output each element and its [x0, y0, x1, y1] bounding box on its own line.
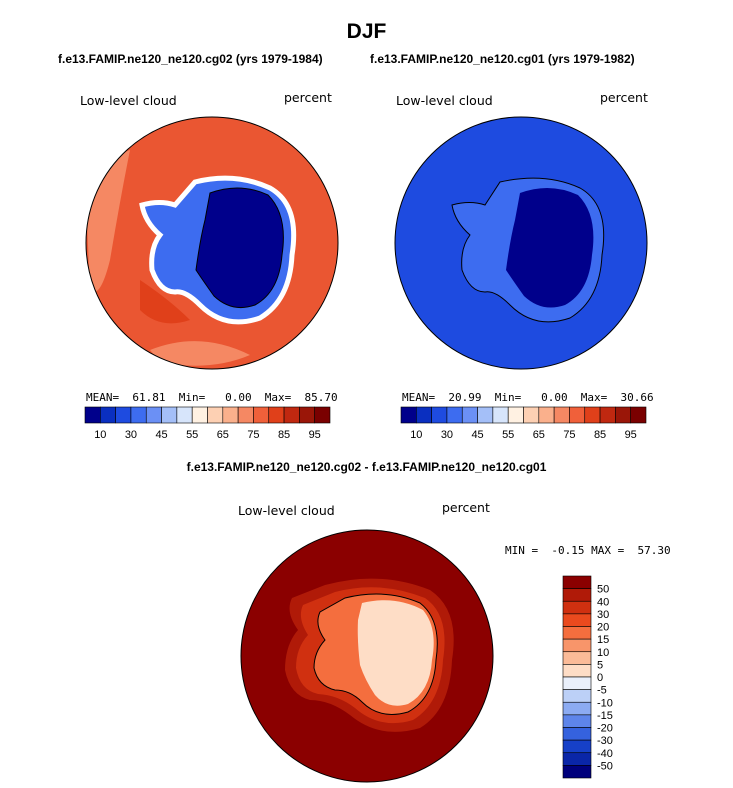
- colorbar-tick-label: 10: [597, 647, 609, 659]
- diff-stats: MIN = -0.15 MAX = 57.30: [505, 544, 671, 557]
- colorbar-tick-label: 55: [186, 429, 198, 441]
- diff-variable-label: Low-level cloud: [238, 503, 335, 518]
- colorbar-swatch: [562, 714, 592, 728]
- colorbar-swatch: [562, 727, 592, 741]
- right-variable-label: Low-level cloud: [396, 93, 493, 108]
- colorbar-tick-label: 15: [597, 634, 609, 646]
- colorbar-swatch: [562, 664, 592, 678]
- colorbar-tick-label: 85: [278, 429, 290, 441]
- colorbar-tick-label: 55: [502, 429, 514, 441]
- colorbar-swatch: [562, 651, 592, 665]
- diff-panel-subtitle: f.e13.FAMIP.ne120_ne120.cg02 - f.e13.FAM…: [186, 460, 547, 474]
- colorbar-tick-label: 75: [247, 429, 259, 441]
- right-units-label: percent: [600, 90, 648, 105]
- colorbar-tick-label: 75: [563, 429, 575, 441]
- colorbar-tick-label: 85: [594, 429, 606, 441]
- ocean-light-patch: [150, 341, 250, 366]
- colorbar-tick-label: -50: [597, 760, 613, 772]
- colorbar-swatch: [562, 676, 592, 690]
- colorbar-tick-label: 65: [533, 429, 545, 441]
- colorbar-tick-label: -10: [597, 697, 613, 709]
- colorbar-swatch: [562, 613, 592, 627]
- colorbar-swatch: [562, 701, 592, 716]
- colorbar-tick-label: -5: [597, 685, 607, 697]
- colorbar-tick-label: -30: [597, 735, 613, 747]
- ice-sheet-diff: [357, 600, 434, 706]
- colorbar-swatch: [562, 739, 592, 754]
- colorbar-tick-label: 95: [625, 429, 637, 441]
- colorbar-tick-label: 30: [597, 609, 609, 621]
- colorbar-tick-label: -20: [597, 723, 613, 735]
- colorbar-tick-label: 40: [597, 596, 609, 608]
- diff-units-label: percent: [442, 500, 490, 515]
- colorbar-tick-label: 65: [217, 429, 229, 441]
- colorbar-swatch: [562, 752, 592, 766]
- colorbar-swatch: [562, 638, 592, 653]
- colorbar-tick-label: 30: [441, 429, 453, 441]
- colorbar-swatch: [562, 575, 592, 589]
- left-units-label: percent: [284, 90, 332, 105]
- colorbar-tick-label: 0: [597, 672, 603, 684]
- right-panel-subtitle: f.e13.FAMIP.ne120_ne120.cg01 (yrs 1979-1…: [370, 52, 635, 66]
- colorbar-tick-label: -40: [597, 748, 613, 760]
- colorbar-tick-label: 45: [155, 429, 167, 441]
- colorbar-tick-label: 45: [471, 429, 483, 441]
- left-panel-subtitle: f.e13.FAMIP.ne120_ne120.cg02 (yrs 1979-1…: [58, 52, 323, 66]
- right-stats: MEAN= 20.99 Min= 0.00 Max= 30.66: [402, 391, 654, 404]
- colorbar-tick-label: 20: [597, 622, 609, 634]
- colorbar-swatch: [562, 626, 592, 640]
- page-title: DJF: [346, 20, 387, 43]
- colorbar-tick-label: 5: [597, 659, 603, 671]
- colorbar-tick-label: 50: [597, 584, 609, 596]
- left-variable-label: Low-level cloud: [80, 93, 177, 108]
- colorbar-swatch: [314, 406, 331, 424]
- colorbar-swatch: [630, 406, 647, 424]
- colorbar-tick-label: 10: [410, 429, 422, 441]
- ice-sheet-low-cloud: [506, 187, 594, 308]
- left-stats: MEAN= 61.81 Min= 0.00 Max= 85.70: [86, 391, 338, 404]
- colorbar-swatch: [562, 588, 592, 602]
- colorbar-tick-label: -15: [597, 710, 613, 722]
- colorbar-tick-label: 95: [309, 429, 321, 441]
- colorbar-tick-label: 30: [125, 429, 137, 441]
- colorbar-swatch: [562, 600, 592, 615]
- colorbar-swatch: [562, 765, 592, 779]
- ocean-dark-patch: [140, 280, 190, 324]
- colorbar-swatch: [562, 689, 592, 703]
- ice-sheet-low-cloud: [195, 187, 284, 308]
- colorbar-tick-label: 10: [94, 429, 106, 441]
